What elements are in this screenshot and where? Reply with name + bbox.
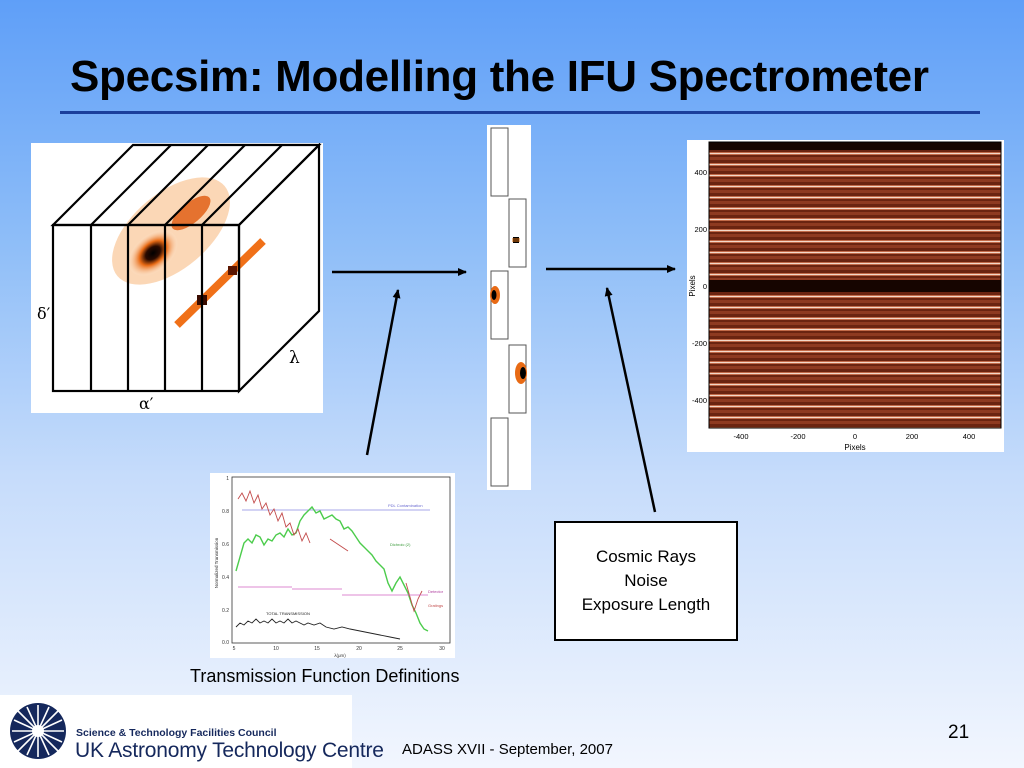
x-tick-label: 200 [906, 432, 919, 441]
y-tick-label: 0 [703, 282, 707, 291]
y-tick-label: 1 [226, 476, 229, 482]
plot-frame [231, 476, 451, 644]
slit-images-strip [487, 125, 531, 490]
y-tick-label: 400 [694, 168, 707, 177]
stfc-starburst-icon [10, 703, 66, 759]
x-tick-label: -200 [790, 432, 805, 441]
detector-gap [709, 280, 1001, 292]
y-tick-label: 0.6 [222, 542, 229, 548]
x-tick-label: 0 [853, 432, 857, 441]
detector-border [708, 141, 1002, 429]
detector-image-panel: 400 200 0 -200 -400 -400 -200 0 200 400 … [687, 140, 1004, 452]
spectral-feature [228, 266, 237, 275]
slit-spot-halo [512, 238, 520, 242]
arrow-effects-to-flow [604, 287, 657, 513]
spectrum-streak [174, 238, 266, 328]
curve-label: Dichroic (2) [390, 542, 411, 547]
x-tick-label: -400 [733, 432, 748, 441]
data-cube-panel: δ′ α′ λ [31, 142, 323, 413]
x-tick-label: 15 [314, 646, 320, 652]
x-tick-label: 400 [963, 432, 976, 441]
council-name: Science & Technology Facilities Council [76, 727, 277, 739]
curve-label: TOTAL TRANSMISSION [266, 611, 310, 616]
transmission-plot: 1 0.8 0.6 0.4 0.2 0.0 5 10 15 20 25 30 λ… [214, 476, 451, 658]
footer-conference-text: ADASS XVII - September, 2007 [402, 741, 613, 758]
slide-number: 21 [948, 722, 970, 743]
slit-box [508, 198, 527, 268]
y-tick-label: 0.0 [222, 640, 229, 646]
y-tick-label: 200 [694, 225, 707, 234]
axis-label-alpha: α′ [139, 394, 154, 413]
x-tick-label: 25 [397, 646, 403, 652]
title-underline [60, 111, 980, 114]
detector-plot: 400 200 0 -200 -400 -400 -200 0 200 400 … [688, 141, 1002, 452]
x-tick-label: 30 [439, 646, 445, 652]
slit-images-diagram [490, 127, 527, 487]
dichroic-curve [235, 505, 429, 632]
x-tick-label: 5 [233, 646, 236, 652]
x-tick-label: 20 [356, 646, 362, 652]
footer-logo-area [0, 695, 352, 768]
x-tick-label: 10 [273, 646, 279, 652]
slit-spot-core [491, 290, 497, 300]
data-cube-diagram: δ′ α′ λ [37, 142, 322, 413]
detector-effects-box: Cosmic Rays Noise Exposure Length [554, 521, 738, 641]
y-axis-label: Normalized Transmission [214, 537, 219, 588]
slit-box [490, 417, 509, 487]
gratings-curve-b [329, 538, 349, 552]
x-axis-label: λ(μm) [334, 653, 346, 658]
transmission-plot-panel: 1 0.8 0.6 0.4 0.2 0.0 5 10 15 20 25 30 λ… [210, 473, 455, 658]
y-tick-label: -200 [692, 339, 707, 348]
gratings-curve-c [405, 582, 423, 613]
y-tick-label: 0.2 [222, 608, 229, 614]
effect-noise: Noise [624, 571, 668, 590]
centre-name: UK Astronomy Technology Centre [75, 739, 384, 762]
axis-label-lambda: λ [289, 348, 300, 368]
y-tick-label: -400 [692, 396, 707, 405]
effect-cosmic-rays: Cosmic Rays [595, 547, 697, 566]
slide-title: Specsim: Modelling the IFU Spectrometer [70, 52, 929, 101]
cube-wireframe [50, 142, 322, 394]
effect-exposure-length: Exposure Length [581, 595, 711, 614]
total-transmission-curve [235, 618, 401, 640]
y-axis-label: Pixels [688, 275, 697, 296]
x-axis-label: Pixels [844, 443, 865, 452]
gratings-curve-a [237, 489, 311, 544]
curve-label: Gratings [428, 603, 443, 608]
y-tick-label: 0.8 [222, 509, 229, 515]
arrow-transmission-to-flow [365, 289, 401, 456]
source-secondary [171, 195, 211, 231]
slit-spot-core [520, 367, 526, 379]
curve-label: Detector [428, 589, 444, 594]
curve-label: PDL Contamination [388, 503, 423, 508]
y-tick-label: 0.4 [222, 575, 229, 581]
detector-gap [709, 142, 1001, 150]
slit-box [490, 127, 509, 197]
transmission-caption: Transmission Function Definitions [190, 666, 460, 686]
axis-label-delta: δ′ [37, 304, 51, 323]
